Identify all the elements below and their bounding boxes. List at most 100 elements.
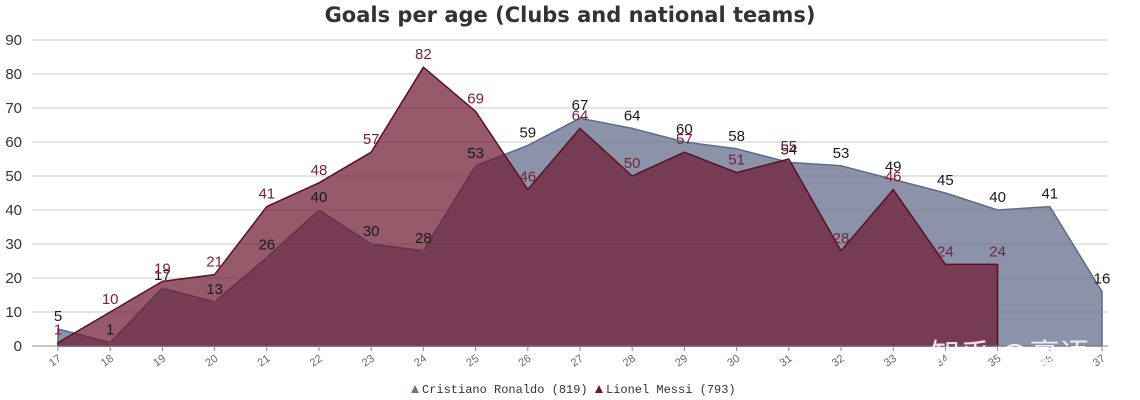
- data-label-ronaldo: 54: [780, 141, 797, 158]
- data-label-messi: 24: [989, 243, 1006, 260]
- data-label-ronaldo: 40: [989, 189, 1006, 206]
- data-label-ronaldo: 45: [937, 172, 954, 189]
- data-label-ronaldo: 30: [363, 223, 380, 240]
- x-tick-label: 21: [256, 353, 273, 370]
- data-label-ronaldo: 60: [676, 121, 693, 138]
- data-label-ronaldo: 64: [624, 107, 641, 124]
- x-tick-label: 34: [934, 353, 951, 370]
- data-point-messi: [527, 188, 529, 191]
- data-label-ronaldo: 17: [154, 267, 171, 284]
- data-point-messi: [579, 127, 581, 130]
- data-label-messi: 46: [885, 169, 902, 186]
- chart-title: Goals per age (Clubs and national teams): [325, 3, 816, 27]
- x-tick-label: 29: [673, 353, 690, 370]
- data-label-messi: 10: [102, 291, 119, 308]
- y-tick-label: 60: [5, 134, 22, 151]
- data-label-ronaldo: 41: [1041, 186, 1058, 203]
- data-label-ronaldo: 28: [415, 230, 432, 247]
- data-label-messi: 41: [258, 186, 275, 203]
- legend-marker-icon: [411, 385, 419, 393]
- data-points: [57, 66, 1103, 344]
- x-tick-label: 24: [412, 353, 429, 370]
- data-point-ronaldo: [527, 144, 529, 147]
- x-tick-label: 17: [47, 353, 64, 370]
- data-label-messi: 28: [833, 230, 850, 247]
- x-tick-label: 26: [517, 353, 534, 370]
- data-point-ronaldo: [474, 165, 477, 167]
- x-tick-label: 23: [360, 353, 377, 370]
- legend-marker-icon: [595, 385, 603, 393]
- data-point-messi: [683, 151, 686, 153]
- y-tick-label: 10: [5, 304, 22, 321]
- data-point-messi: [631, 175, 633, 177]
- data-point-ronaldo: [318, 209, 320, 211]
- x-axis: 17 18 19 20 21 22 23 24 25 26 27 28 29 30 31 32 33 34 35 36…: [32, 345, 1108, 370]
- data-point-messi: [266, 205, 268, 208]
- legend-item-messi[interactable]: Lionel Messi (793): [595, 383, 736, 397]
- y-tick-label: 40: [5, 202, 22, 219]
- data-label-messi: 64: [572, 107, 589, 124]
- y-tick-label: 0: [14, 338, 22, 355]
- data-point-messi: [109, 311, 111, 313]
- x-tick-label: 18: [99, 353, 116, 370]
- data-label-messi: 55: [780, 138, 797, 155]
- data-label-ronaldo: 49: [885, 158, 902, 175]
- data-point-messi: [370, 151, 373, 153]
- data-point-messi: [735, 171, 738, 174]
- x-tick-label: 20: [203, 353, 220, 370]
- data-point-messi: [474, 110, 477, 113]
- series-areas: [57, 66, 1103, 347]
- watermark: 知乎 @豪语: [930, 338, 1090, 373]
- data-point-ronaldo: [1049, 205, 1051, 208]
- y-tick-label: 30: [5, 236, 22, 253]
- x-tick-label: 37: [1091, 353, 1108, 370]
- data-point-messi: [318, 182, 320, 184]
- data-label-ronaldo: 58: [728, 128, 745, 145]
- y-tick-label: 90: [5, 32, 22, 49]
- x-tick-label: 28: [621, 353, 638, 370]
- data-point-messi: [161, 280, 164, 283]
- data-point-ronaldo: [422, 250, 425, 252]
- data-point-ronaldo: [1101, 290, 1103, 293]
- x-tick-label: 22: [308, 353, 325, 370]
- data-label-messi: 1: [54, 322, 62, 339]
- y-tick-label: 20: [5, 270, 22, 287]
- legend-label: Lionel Messi (793): [606, 383, 736, 397]
- y-tick-label: 70: [5, 100, 22, 117]
- legend-item-ronaldo[interactable]: Cristiano Ronaldo (819): [411, 383, 588, 397]
- data-point-ronaldo: [892, 178, 894, 181]
- data-point-ronaldo: [370, 243, 373, 245]
- data-point-messi: [840, 250, 842, 252]
- data-point-messi: [996, 263, 999, 266]
- legend[interactable]: Cristiano Ronaldo (819) Lionel Messi (793…: [411, 383, 736, 397]
- x-tick-label: 35: [986, 353, 1003, 370]
- data-point-ronaldo: [944, 192, 947, 194]
- data-label-messi: 24: [937, 243, 954, 260]
- data-label-messi: 51: [728, 152, 745, 169]
- x-tick-label: 25: [464, 353, 481, 370]
- data-point-messi: [213, 273, 216, 276]
- data-point-ronaldo: [735, 148, 738, 150]
- data-point-ronaldo: [631, 127, 633, 130]
- data-label-messi: 48: [311, 162, 328, 179]
- y-axis-ticks: 0 10 20 30 40 50 60 70 80 90: [5, 32, 22, 355]
- data-point-ronaldo: [788, 161, 790, 164]
- data-label-messi: 57: [363, 131, 380, 148]
- data-point-ronaldo: [213, 301, 216, 303]
- series-area-messi: [57, 66, 999, 347]
- data-label-messi: 57: [676, 131, 693, 148]
- data-point-ronaldo: [683, 141, 686, 143]
- data-label-messi: 82: [415, 46, 432, 63]
- data-label-ronaldo: 53: [833, 145, 850, 162]
- y-tick-label: 50: [5, 168, 22, 185]
- x-tick-label: 32: [830, 353, 847, 370]
- data-point-messi: [892, 188, 894, 191]
- x-tick-label: 19: [151, 353, 168, 370]
- data-point-messi: [57, 341, 59, 344]
- data-label-ronaldo: 16: [1094, 271, 1111, 288]
- data-label-messi: 46: [519, 169, 536, 186]
- x-tick-label: 27: [569, 353, 586, 370]
- data-label-ronaldo: 26: [258, 237, 275, 254]
